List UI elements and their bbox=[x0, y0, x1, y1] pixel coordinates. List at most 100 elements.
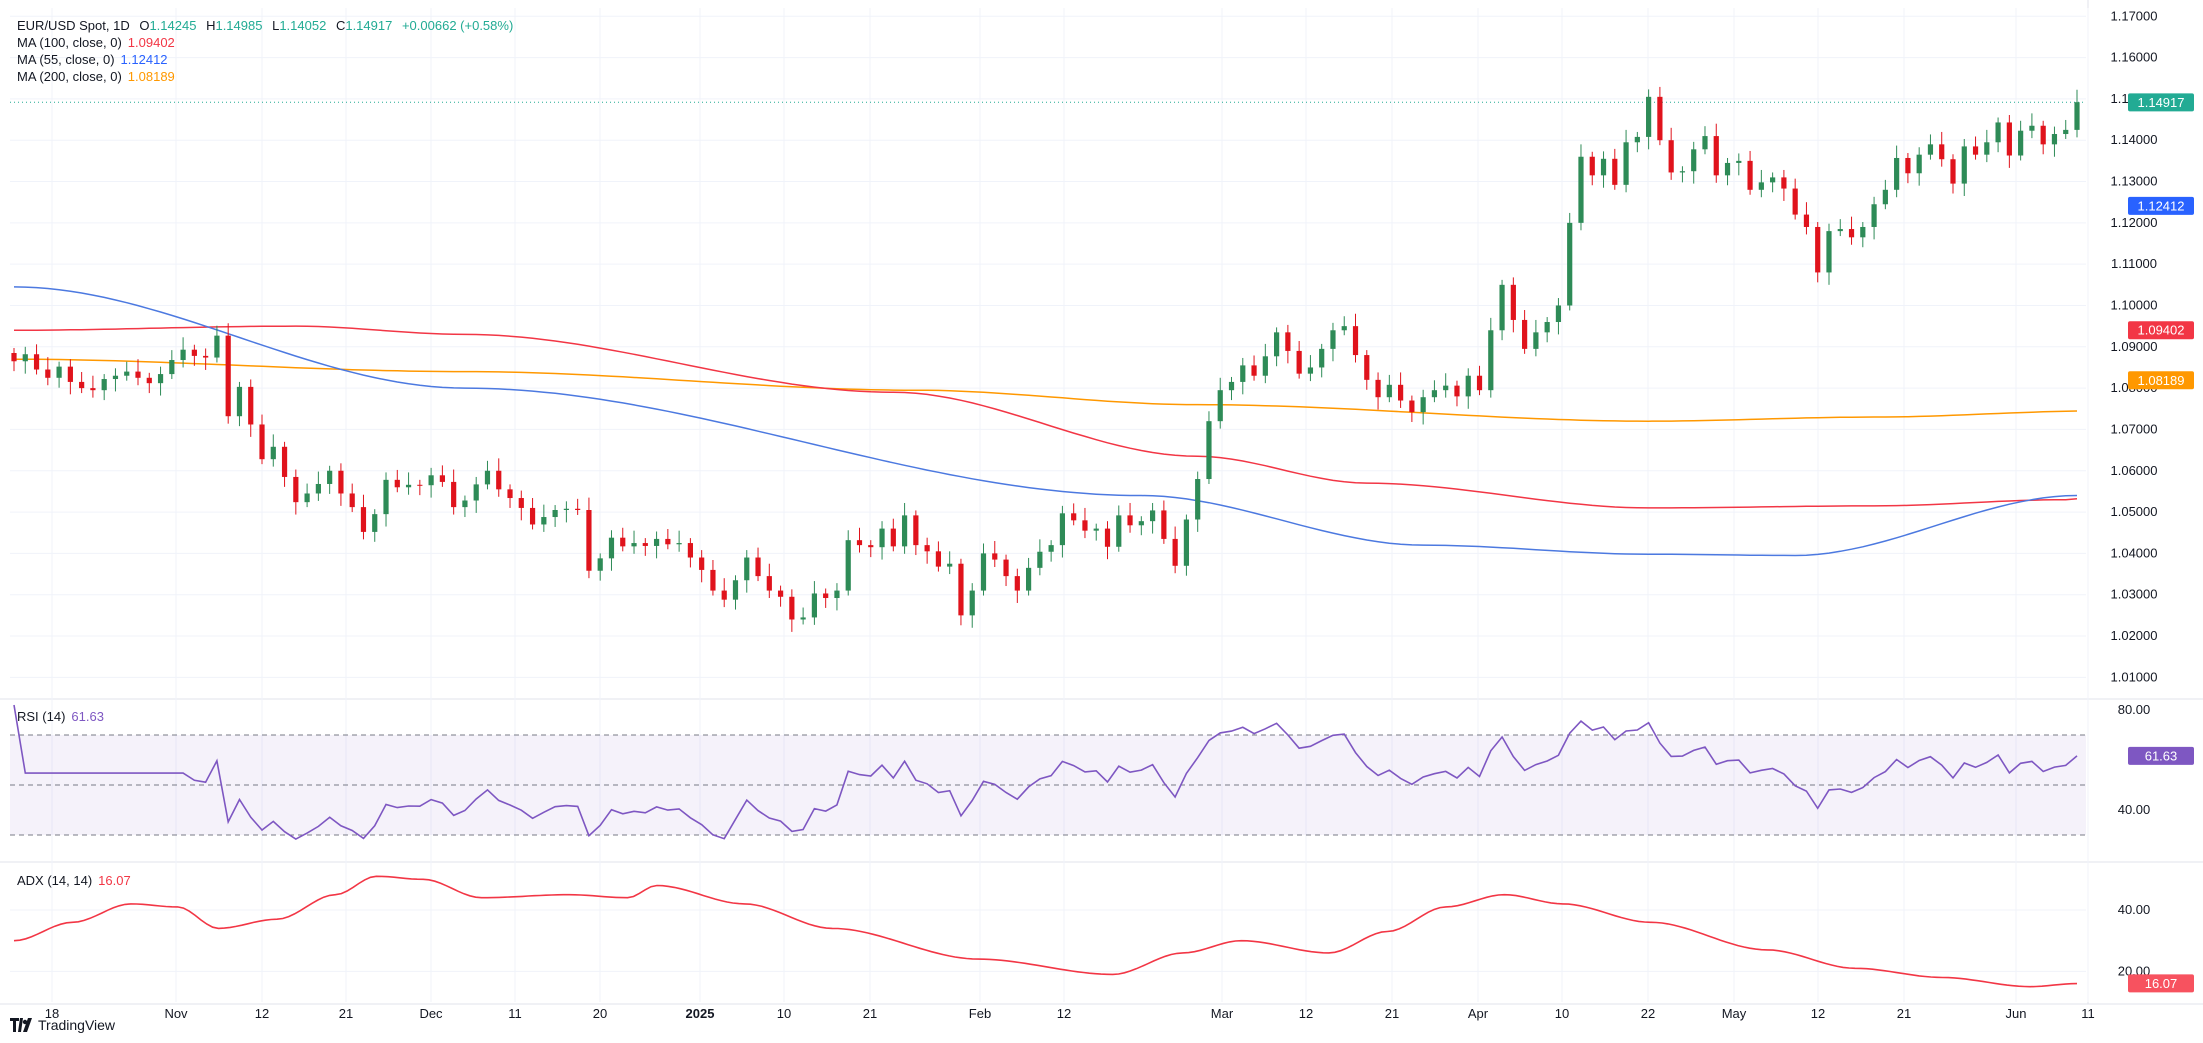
symbol-title[interactable]: EUR/USD Spot, 1D bbox=[17, 18, 130, 33]
candle-body bbox=[732, 580, 739, 600]
candle-body bbox=[1589, 156, 1595, 176]
candle-body bbox=[541, 517, 547, 525]
candle-body bbox=[924, 545, 930, 552]
candle-body bbox=[1375, 379, 1381, 398]
candle-body bbox=[315, 483, 321, 494]
rsi-label: RSI (14) bbox=[17, 709, 66, 724]
ma100-legend[interactable]: MA (100, close, 0) 1.09402 bbox=[17, 35, 181, 51]
candle-body bbox=[1003, 559, 1009, 577]
candle-body bbox=[1612, 158, 1618, 185]
adx-panel bbox=[13, 875, 2078, 988]
tradingview-logo[interactable]: TradingView bbox=[10, 1017, 115, 1033]
time-tick-label: 21 bbox=[339, 1006, 353, 1021]
candle-body bbox=[124, 371, 130, 376]
candle-body bbox=[800, 617, 806, 620]
price-label-bg bbox=[2128, 371, 2194, 390]
price-tick-label: 1.02000 bbox=[2111, 628, 2158, 643]
candle-body bbox=[1206, 421, 1212, 480]
candle-body bbox=[191, 349, 197, 356]
candle-body bbox=[360, 507, 367, 532]
candle-body bbox=[1093, 528, 1099, 531]
adx-legend[interactable]: ADX (14, 14) 16.07 bbox=[17, 873, 137, 889]
rsi-panel bbox=[10, 704, 2086, 841]
candle-body bbox=[766, 576, 772, 591]
candle-body bbox=[879, 528, 885, 548]
ma55-label: MA (55, close, 0) bbox=[17, 52, 115, 67]
candle-body bbox=[146, 377, 152, 384]
candle-body bbox=[1082, 520, 1088, 531]
candle-body bbox=[1274, 332, 1280, 357]
time-tick-label: Nov bbox=[164, 1006, 188, 1021]
candle-body bbox=[214, 335, 220, 358]
candle-body bbox=[1657, 96, 1663, 141]
price-tick-label: 1.16000 bbox=[2111, 50, 2158, 65]
price-axis[interactable]: 1.170001.160001.150001.140001.130001.120… bbox=[2111, 8, 2158, 978]
candle-body bbox=[1262, 356, 1268, 376]
candle-body bbox=[1037, 551, 1043, 568]
candle-body bbox=[811, 593, 817, 618]
last-price-label: 1.14917 bbox=[2128, 93, 2194, 112]
candle-body bbox=[1927, 144, 1934, 155]
time-tick-label: Jun bbox=[2006, 1006, 2027, 1021]
candle-body bbox=[845, 540, 851, 591]
ma100-value: 1.09402 bbox=[127, 35, 175, 50]
candle-body bbox=[935, 551, 942, 567]
time-tick-label: 12 bbox=[255, 1006, 269, 1021]
candle-body bbox=[1499, 284, 1505, 331]
candle-body bbox=[1510, 284, 1516, 320]
ohlc-low: L1.14052 bbox=[272, 18, 327, 33]
candle-body bbox=[1995, 122, 2001, 143]
candle-body bbox=[1713, 136, 1719, 176]
candle-body bbox=[1984, 142, 1990, 155]
candle-body bbox=[1172, 538, 1178, 566]
candle-body bbox=[1364, 355, 1370, 380]
time-axis[interactable]: 18 Nov 12 21 Dec 11 20 2025 10 21 Feb 12 Mar 12 21 Apr 1… bbox=[45, 1006, 2095, 1021]
candle-body bbox=[529, 507, 536, 525]
price-tick-label: 1.17000 bbox=[2111, 8, 2158, 23]
candle-body bbox=[33, 354, 40, 370]
candle-body bbox=[1815, 226, 1821, 273]
candle-body bbox=[1240, 365, 1246, 382]
candle-body bbox=[372, 514, 378, 532]
candle-body bbox=[157, 374, 164, 384]
candle-body bbox=[1533, 332, 1539, 349]
ma100-price-label: 1.09402 bbox=[2128, 321, 2194, 340]
rsi-legend[interactable]: RSI (14) 61.63 bbox=[17, 709, 110, 725]
price-label-bg bbox=[2128, 746, 2194, 765]
rsi-value-label: 61.63 bbox=[2128, 746, 2194, 765]
adx-label: ADX (14, 14) bbox=[17, 873, 93, 888]
time-tick-label: 2025 bbox=[686, 1006, 715, 1021]
candle-body bbox=[1747, 160, 1753, 190]
ma200-legend[interactable]: MA (200, close, 0) 1.08189 bbox=[17, 69, 181, 85]
time-tick-label: Feb bbox=[969, 1006, 991, 1021]
price-tick-label: 1.07000 bbox=[2111, 421, 2158, 436]
candle-body bbox=[1251, 365, 1257, 376]
time-tick-label: 11 bbox=[2081, 1006, 2095, 1021]
candle-body bbox=[1860, 226, 1866, 238]
candle-body bbox=[2029, 125, 2035, 131]
price-label-bg bbox=[2128, 974, 2194, 993]
candle-body bbox=[1104, 528, 1111, 547]
ma55-legend[interactable]: MA (55, close, 0) 1.12412 bbox=[17, 52, 174, 68]
main-legend: EUR/USD Spot, 1D O1.14245 H1.14985 L1.14… bbox=[17, 18, 519, 34]
candle-body bbox=[1826, 231, 1832, 273]
candle-body bbox=[1668, 140, 1674, 173]
candle-body bbox=[1443, 385, 1449, 391]
ma200-line bbox=[14, 358, 2078, 422]
candle-body bbox=[1837, 229, 1843, 232]
candle-body bbox=[1025, 567, 1032, 591]
adx-value-label: 16.07 bbox=[2128, 974, 2194, 993]
candle-body bbox=[1330, 330, 1336, 349]
candle-body bbox=[394, 479, 400, 488]
candle-body bbox=[496, 470, 502, 490]
ohlc-close: C1.14917 bbox=[335, 18, 393, 33]
candle-body bbox=[1307, 367, 1314, 374]
brand-name: TradingView bbox=[38, 1017, 116, 1033]
price-labels: 1.14917 1.12412 1.09402 1.08189 61.63 16.07 bbox=[2128, 93, 2194, 993]
time-tick-label: 22 bbox=[1641, 1006, 1655, 1021]
time-tick-label: May bbox=[1722, 1006, 1747, 1021]
price-tick-label: 1.03000 bbox=[2111, 587, 2158, 602]
candle-body bbox=[327, 470, 333, 484]
candle-body bbox=[2006, 122, 2012, 156]
